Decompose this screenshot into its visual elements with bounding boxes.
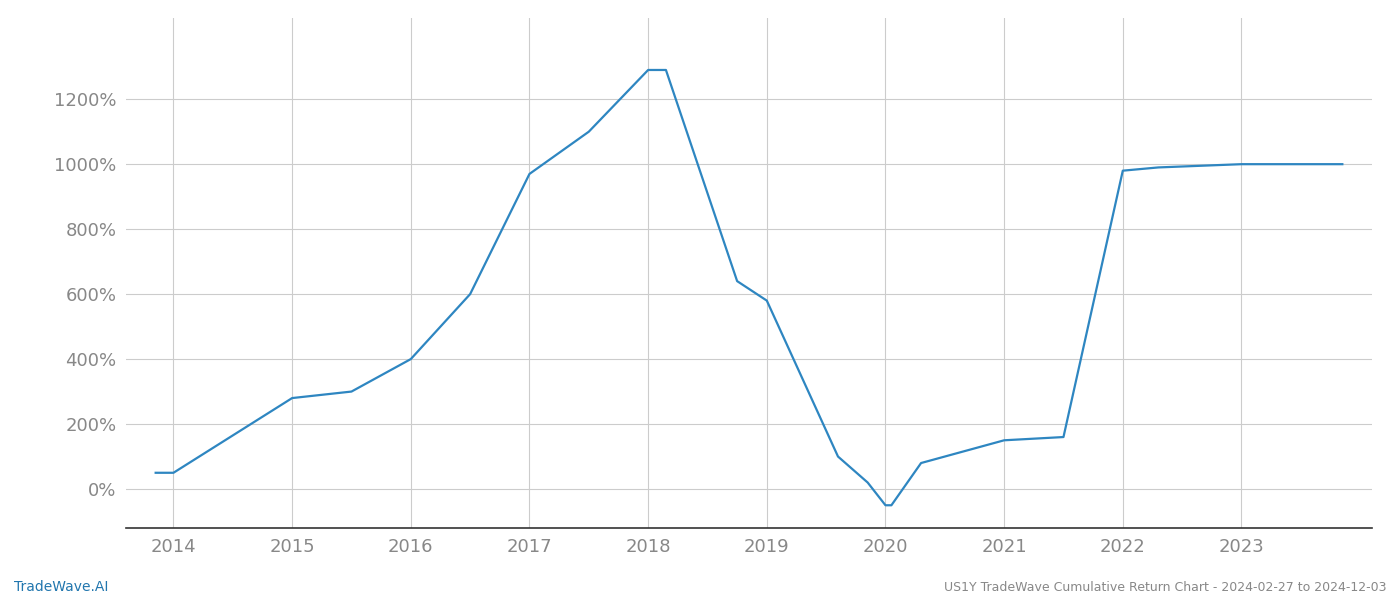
Text: TradeWave.AI: TradeWave.AI — [14, 580, 108, 594]
Text: US1Y TradeWave Cumulative Return Chart - 2024-02-27 to 2024-12-03: US1Y TradeWave Cumulative Return Chart -… — [944, 581, 1386, 594]
